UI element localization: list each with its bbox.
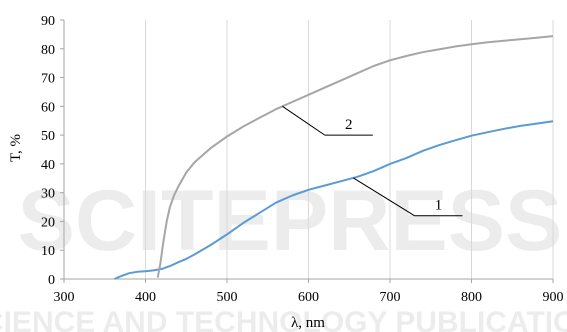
annotation-leader-1 bbox=[353, 177, 415, 217]
y-tick-labels: 0 10 20 30 40 50 60 70 80 90 bbox=[41, 14, 64, 288]
y-tick-label-20: 20 bbox=[41, 215, 55, 230]
y-tick-label-10: 10 bbox=[41, 244, 55, 259]
series-line-2 bbox=[156, 35, 554, 278]
x-tick-label-700: 700 bbox=[380, 290, 401, 305]
y-tick-label-60: 60 bbox=[41, 100, 55, 115]
y-tick-label-0: 0 bbox=[48, 273, 55, 288]
x-tick-labels: 300 400 500 600 700 800 900 bbox=[54, 279, 564, 305]
annotation-label-1: 1 bbox=[435, 198, 443, 214]
y-tick-label-50: 50 bbox=[41, 129, 55, 144]
series-line-1 bbox=[114, 120, 554, 280]
x-tick-label-800: 800 bbox=[461, 290, 482, 305]
watermark-big-text: SCITEPRESS bbox=[18, 173, 563, 269]
y-tick-label-40: 40 bbox=[41, 158, 55, 173]
x-tick-label-900: 900 bbox=[543, 290, 564, 305]
x-tick-label-400: 400 bbox=[135, 290, 156, 305]
annotation-label-2: 2 bbox=[345, 117, 353, 133]
y-tick-label-70: 70 bbox=[41, 72, 55, 87]
x-tick-label-300: 300 bbox=[54, 290, 75, 305]
watermark: SCITEPRESS SCIENCE AND TECHNOLOGY PUBLIC… bbox=[0, 173, 567, 332]
annotation-leader-2 bbox=[282, 105, 326, 136]
watermark-small-text: SCIENCE AND TECHNOLOGY PUBLICATIONS bbox=[0, 306, 567, 332]
curve-annotations: 21 bbox=[282, 105, 463, 217]
data-series bbox=[114, 35, 554, 280]
y-tick-label-80: 80 bbox=[41, 43, 55, 58]
y-axis-title: T, % bbox=[8, 134, 24, 162]
y-tick-label-90: 90 bbox=[41, 14, 55, 29]
y-tick-label-30: 30 bbox=[41, 187, 55, 202]
vertical-gridlines bbox=[145, 20, 554, 279]
x-axis-title: λ, nm bbox=[291, 315, 325, 331]
x-tick-label-600: 600 bbox=[298, 290, 319, 305]
x-tick-label-500: 500 bbox=[217, 290, 238, 305]
